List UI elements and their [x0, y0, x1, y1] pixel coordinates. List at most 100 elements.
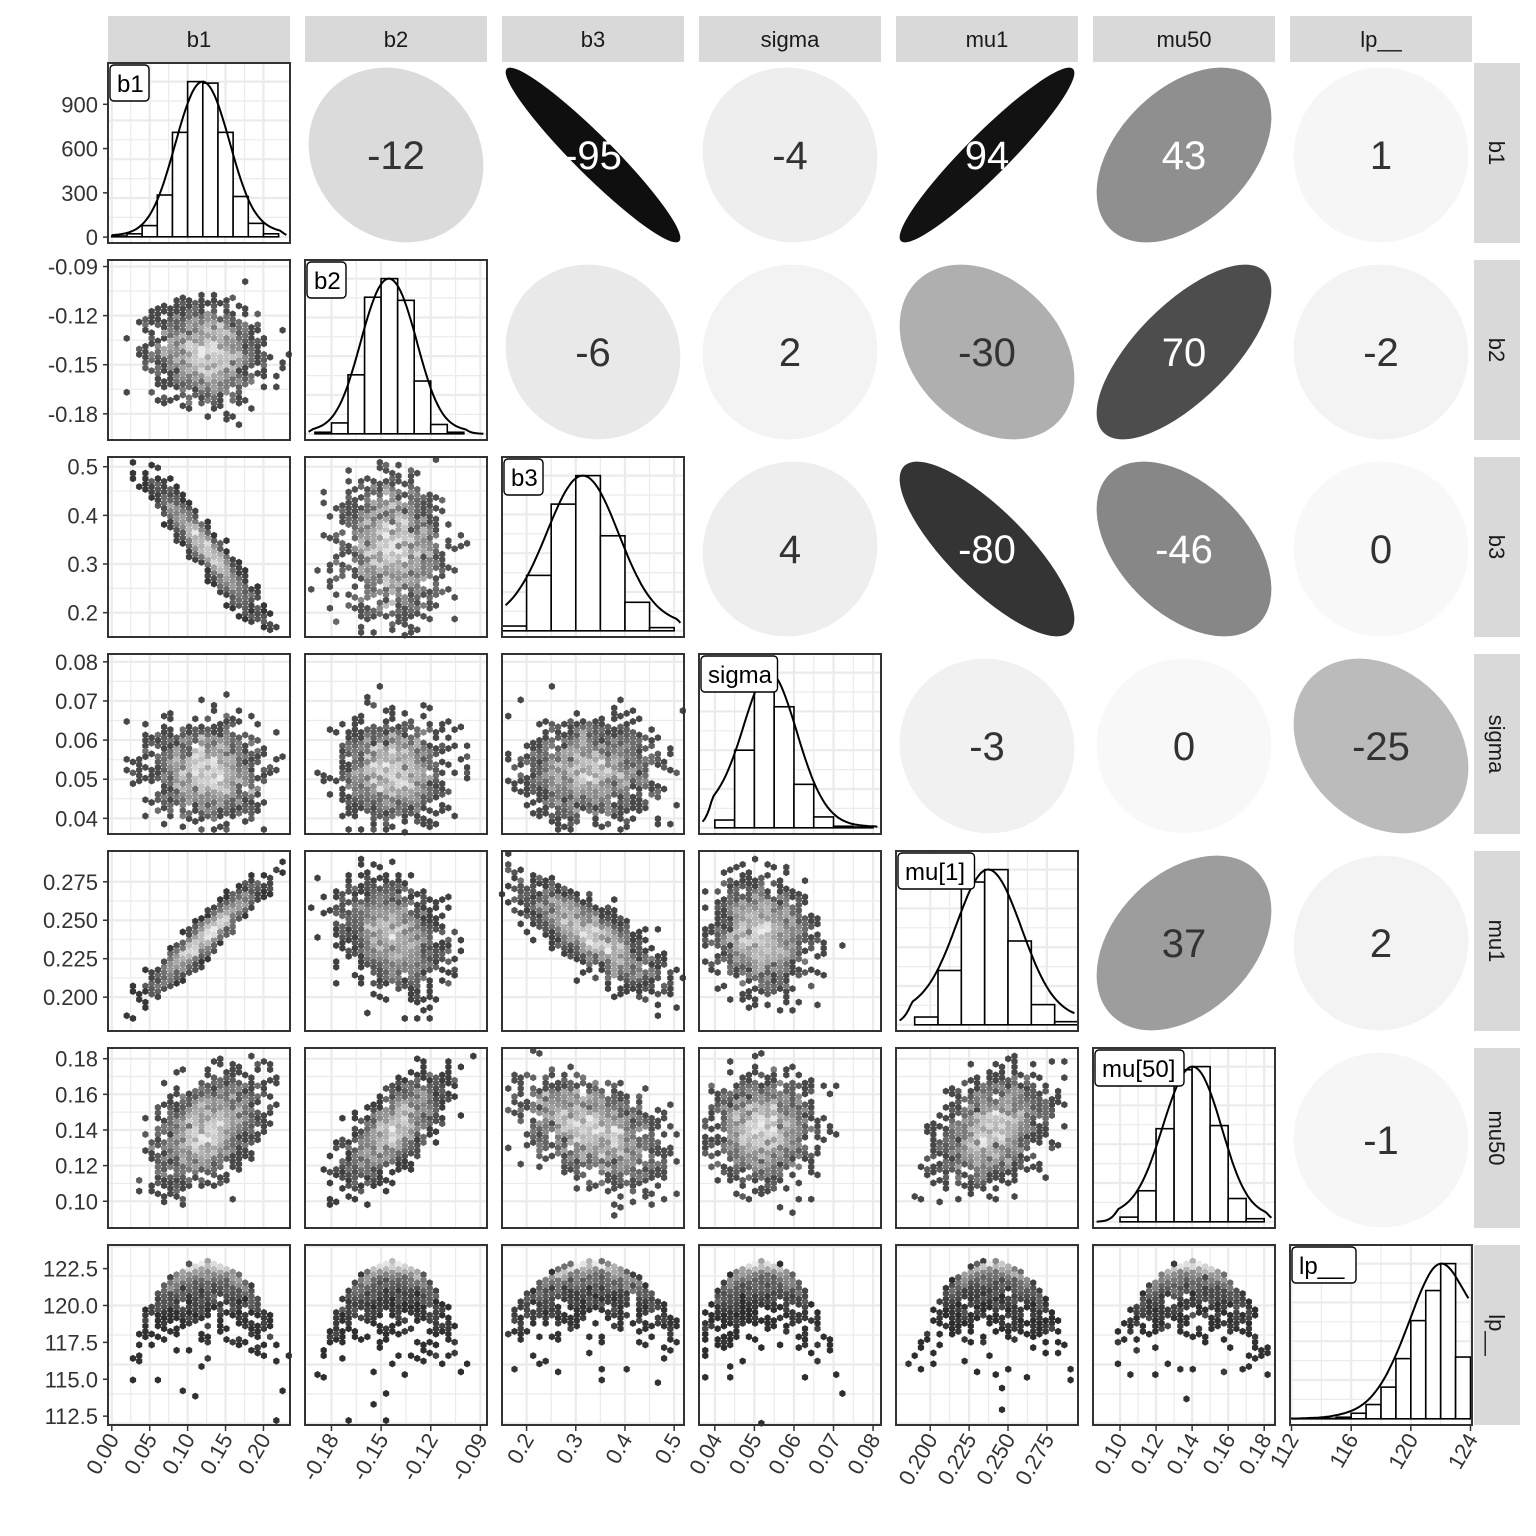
hexbin-cell: [154, 758, 161, 766]
hexbin-cell: [776, 931, 784, 939]
hexbin-cell: [192, 955, 199, 963]
hexbin-cell: [351, 485, 358, 493]
hexbin-cell: [339, 572, 346, 580]
hexbin-cell: [654, 963, 661, 971]
hexbin-cell: [548, 912, 555, 920]
hexbin-cell: [426, 993, 433, 1001]
hexbin-cell: [382, 793, 390, 801]
hexbin-cell: [592, 798, 599, 807]
hexbin-cell: [204, 396, 211, 404]
histogram-bar: [126, 233, 143, 238]
hexbin-cell: [414, 583, 421, 591]
hexbin-cell: [401, 933, 408, 941]
hexbin-cell: [351, 545, 358, 553]
hexbin-cell: [389, 491, 396, 499]
hexbin-cell: [414, 545, 421, 553]
hexbin-cell: [432, 553, 440, 561]
hexbin-cell: [210, 728, 218, 736]
hexbin-cell: [364, 758, 371, 766]
hexbin-cell: [389, 556, 396, 564]
hexbin-cell: [376, 480, 383, 488]
hexbin-cell: [579, 771, 587, 780]
hexbin-cell: [770, 906, 777, 914]
hexbin-cell: [370, 825, 377, 834]
hexbin-cell: [217, 928, 224, 936]
hexbin-cell: [167, 1120, 174, 1128]
hexbin-cell: [370, 815, 377, 823]
hexbin-panel-sigma-vs-b2: [304, 653, 488, 836]
hexbin-cell: [445, 717, 452, 726]
hexbin-cell: [204, 539, 211, 547]
hexbin-cell: [129, 475, 137, 483]
hexbin-cell: [617, 782, 624, 790]
hexbin-cell: [555, 920, 562, 928]
row-strip-label: mu1: [1484, 920, 1509, 963]
hexbin-cell: [555, 909, 562, 917]
hexbin-cell: [167, 742, 174, 750]
hexbin-cell: [623, 747, 630, 755]
hexbin-cell: [161, 350, 168, 359]
hexbin-cell: [567, 904, 574, 912]
hexbin-cell: [376, 790, 383, 798]
hexbin-cell: [414, 801, 421, 809]
hexbin-cell: [173, 526, 180, 534]
hexbin-cell: [148, 307, 155, 315]
hexbin-cell: [536, 736, 543, 744]
hexbin-cell: [776, 925, 784, 933]
hexbin-cell: [714, 920, 721, 928]
panel-border: [698, 653, 882, 835]
hexbin-cell: [739, 990, 746, 998]
hexbin-cell: [173, 296, 180, 305]
hexbin-cell: [204, 315, 211, 323]
hexbin-cell: [407, 941, 415, 950]
hexbin-cell: [426, 534, 433, 542]
hexbin-cell: [351, 950, 358, 958]
hexbin-cell: [173, 974, 180, 982]
hexbin-cell: [439, 758, 446, 766]
hexbin-cell: [167, 801, 174, 809]
hexbin-cell: [505, 860, 512, 869]
hexbin-cell: [623, 823, 630, 831]
hexbin-cell: [198, 367, 205, 375]
hexbin-cell: [248, 777, 255, 785]
hexbin-cell: [179, 491, 186, 499]
hexbin-cell: [745, 939, 752, 947]
hexbin-cell: [185, 361, 193, 369]
hexbin-cell: [776, 909, 784, 917]
hexbin-cell: [173, 537, 180, 545]
hexbin-cell: [445, 788, 452, 796]
hexbin-cell: [198, 696, 205, 704]
hexbin-cell: [267, 620, 274, 628]
hexbin-cell: [642, 925, 649, 933]
hexbin-cell: [555, 882, 562, 890]
hexbin-cell: [242, 879, 249, 887]
hexbin-cell: [648, 987, 655, 995]
hexbin-cell: [414, 518, 421, 526]
hexbin-cell: [407, 601, 415, 610]
hexbin-cell: [370, 904, 377, 912]
hexbin-cell: [185, 542, 193, 550]
hexbin-cell: [623, 944, 630, 952]
hexbin-cell: [555, 931, 562, 939]
hexbin-cell: [586, 731, 593, 739]
hexbin-cell: [192, 529, 199, 537]
hexbin-cell: [752, 963, 759, 971]
hexbin-cell: [432, 542, 440, 550]
hexbin-cell: [739, 925, 746, 933]
correlation-panel-b2-sigma: 2: [702, 264, 878, 440]
panel-label: mu[1]: [905, 859, 965, 886]
hexbin-cell: [235, 383, 243, 391]
hexbin-cell: [161, 1155, 168, 1163]
hexbin-cell: [173, 739, 180, 747]
hexbin-cell: [654, 820, 661, 828]
hexbin-cell: [382, 804, 390, 812]
hexbin-cell: [548, 780, 555, 788]
histogram-bar: [247, 222, 265, 238]
hexbin-cell: [279, 753, 286, 761]
hexbin-cell: [426, 523, 433, 531]
hexbin-cell: [339, 933, 346, 941]
hexbin-cell: [523, 885, 531, 893]
hexbin-cell: [623, 950, 630, 958]
hexbin-cell: [604, 947, 612, 955]
hexbin-cell: [414, 485, 421, 493]
